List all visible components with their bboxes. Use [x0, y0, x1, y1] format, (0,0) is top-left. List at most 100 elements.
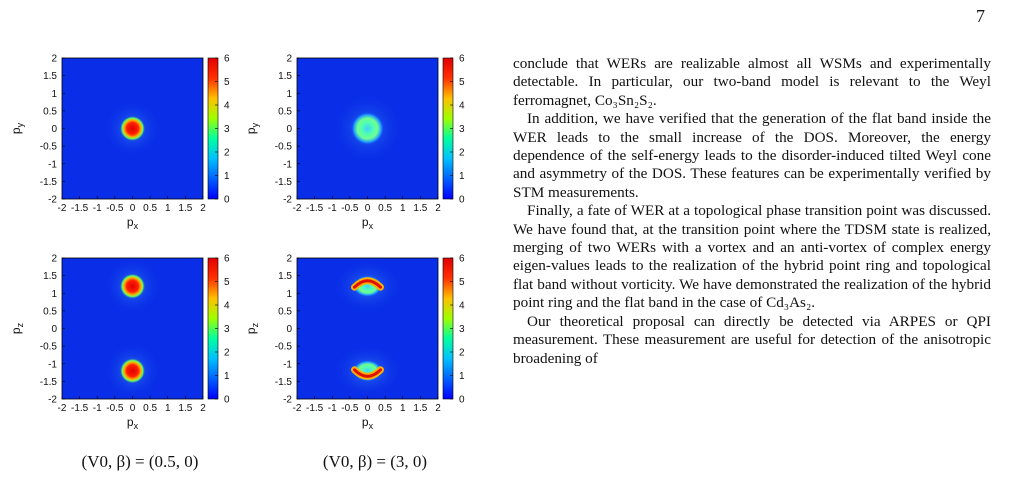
x-tick-label: 0.5	[378, 403, 392, 414]
y-axis-label: py	[9, 122, 25, 134]
y-tick-label: -2	[283, 195, 292, 206]
heatmap-svg: -2-2 -1.5 -1.5 -1 -1 -0.5 -0.5 0 0 0.5 0.5 1 1 1.5 1.5…	[244, 254, 465, 432]
y-tick-label: 0	[51, 324, 57, 335]
y-tick-label: 1	[51, 89, 57, 100]
x-tick-label: 2	[435, 403, 441, 414]
y-tick-label: 2	[51, 254, 57, 265]
x-tick-label: 0	[365, 403, 371, 414]
colorbar-tick-label: 2	[459, 348, 465, 359]
colorbar-tick-label: 3	[224, 324, 230, 335]
y-tick-label: 1.5	[43, 271, 57, 282]
y-tick-label: -1.5	[40, 377, 58, 388]
y-tick-label: -1	[48, 359, 57, 370]
paragraph-1-text: conclude that WERs are realizable almost…	[513, 55, 991, 109]
page-number: 7	[976, 6, 985, 26]
x-tick-label: -2	[293, 203, 302, 214]
x-tick-label: -0.5	[341, 403, 359, 414]
y-tick-label: -0.5	[40, 142, 58, 153]
x-tick-label: 1	[400, 403, 406, 414]
caption-right-text: (V0, β) = (3, 0)	[322, 452, 428, 471]
heatmap-spot	[119, 357, 146, 384]
paragraph-3: Finally, a fate of WER at a topological …	[513, 202, 991, 312]
heatmap-panel-bottom-left: -2 -2 -1.5 -1.5 -1 -1 -0.5 -0.5 0 0 0.5 0.5 1 1 1.5 1.5…	[0, 240, 230, 450]
x-tick-label: 1.5	[178, 403, 192, 414]
figure: -2 -2 -1.5 -1.5 -1 -1 -0.5 -0.5 0 0 0.5 0.5 1 1 1.5 1.5…	[0, 0, 480, 499]
colorbar-tick-label: 6	[459, 54, 465, 65]
paragraph-1: conclude that WERs are realizable almost…	[513, 55, 991, 110]
x-tick-label: 1	[165, 403, 171, 414]
y-tick-label: -1.5	[275, 377, 293, 388]
x-tick-label: 1.5	[413, 403, 427, 414]
colorbar-tick-label: 0	[224, 395, 230, 406]
paragraph-2: In addition, we have verified that the g…	[513, 110, 991, 201]
x-tick-label: 1.5	[413, 203, 427, 214]
x-tick-label: -1.5	[71, 403, 89, 414]
caption-left-text: (V0, β) = (0.5, 0)	[81, 452, 199, 471]
colorbar-tick-label: 0	[459, 395, 465, 406]
x-tick-label: -2	[58, 403, 67, 414]
x-tick-label: -1.5	[306, 403, 324, 414]
colorbar-tick-label: 6	[459, 254, 465, 265]
y-axis-label: py	[244, 122, 260, 134]
y-tick-label: -0.5	[275, 142, 293, 153]
y-tick-label: 0	[286, 324, 292, 335]
colorbar-tick-label: 3	[459, 124, 465, 135]
x-tick-label: 1	[165, 203, 171, 214]
colorbar-tick-label: 5	[459, 277, 465, 288]
formula-co3sn2s2: Co₃Sn₂S₂.	[594, 91, 657, 109]
y-tick-label: 1	[286, 89, 292, 100]
x-axis-label: px	[362, 215, 374, 231]
colorbar-tick-label: 1	[459, 371, 465, 382]
y-axis-label: pz	[9, 322, 25, 334]
colorbar-tick-label: 4	[224, 101, 230, 112]
heatmap-arc	[353, 368, 382, 378]
heatmap-ring	[350, 111, 385, 146]
y-tick-label: -2	[48, 195, 57, 206]
x-axis-label: px	[127, 215, 139, 231]
colorbar-tick-label: 0	[224, 195, 230, 206]
y-axis-label: pz	[244, 322, 260, 334]
colorbar-tick-label: 5	[224, 277, 230, 288]
y-tick-label: -1.5	[40, 177, 58, 188]
colorbar-tick-label: 1	[459, 171, 465, 182]
y-tick-label: 0.5	[278, 306, 292, 317]
x-tick-label: 2	[200, 203, 206, 214]
colorbar-tick-label: 5	[459, 77, 465, 88]
y-tick-label: -1	[48, 159, 57, 170]
x-tick-label: 1	[400, 203, 406, 214]
x-tick-label: 2	[200, 403, 206, 414]
colorbar-tick-label: 0	[459, 195, 465, 206]
y-tick-label: -1.5	[275, 177, 293, 188]
y-tick-label: -0.5	[40, 342, 58, 353]
x-tick-label: -2	[58, 203, 67, 214]
y-tick-label: 2	[51, 54, 57, 65]
formula-cd3as2: Cd₃As₂.	[766, 294, 816, 312]
x-tick-label: -0.5	[106, 403, 124, 414]
x-tick-label: -1.5	[71, 203, 89, 214]
heatmap-panel-bottom-right: -2 -2 -1.5 -1.5 -1 -1 -0.5 -0.5 0 0 0.5 0.5 1 1 1.5 1.5…	[235, 240, 465, 450]
x-tick-label: 0	[130, 203, 136, 214]
y-tick-label: 0.5	[278, 106, 292, 117]
y-tick-label: -2	[48, 395, 57, 406]
x-tick-label: -1	[328, 403, 337, 414]
x-tick-label: 0.5	[143, 403, 157, 414]
y-tick-label: 0	[286, 124, 292, 135]
body-text-column: conclude that WERs are realizable almost…	[513, 55, 991, 369]
x-tick-label: -2	[293, 403, 302, 414]
colorbar-tick-label: 2	[459, 148, 465, 159]
y-tick-label: 1.5	[278, 271, 292, 282]
heatmap-svg: -2-2 -1.5 -1.5 -1 -1 -0.5 -0.5 0 0 0.5 0.5 1 1 1.5 1.5…	[244, 54, 465, 232]
y-tick-label: 1.5	[43, 71, 57, 82]
x-tick-label: -1	[328, 203, 337, 214]
caption-right: (V0, β) = (3, 0)	[275, 452, 475, 472]
x-tick-label: 0	[130, 403, 136, 414]
colorbar-tick-label: 2	[224, 348, 230, 359]
y-tick-label: 2	[286, 254, 292, 265]
heatmap-panel-top-left: -2 -2 -1.5 -1.5 -1 -1 -0.5 -0.5 0 0 0.5 0.5 1 1 1.5 1.5…	[0, 40, 230, 250]
x-tick-label: 0.5	[378, 203, 392, 214]
paragraph-3-text: Finally, a fate of WER at a topological …	[513, 202, 991, 312]
colorbar-tick-label: 1	[224, 371, 230, 382]
y-tick-label: 1	[51, 289, 57, 300]
heatmap-spot	[119, 273, 146, 300]
heatmap-arc	[353, 279, 382, 289]
